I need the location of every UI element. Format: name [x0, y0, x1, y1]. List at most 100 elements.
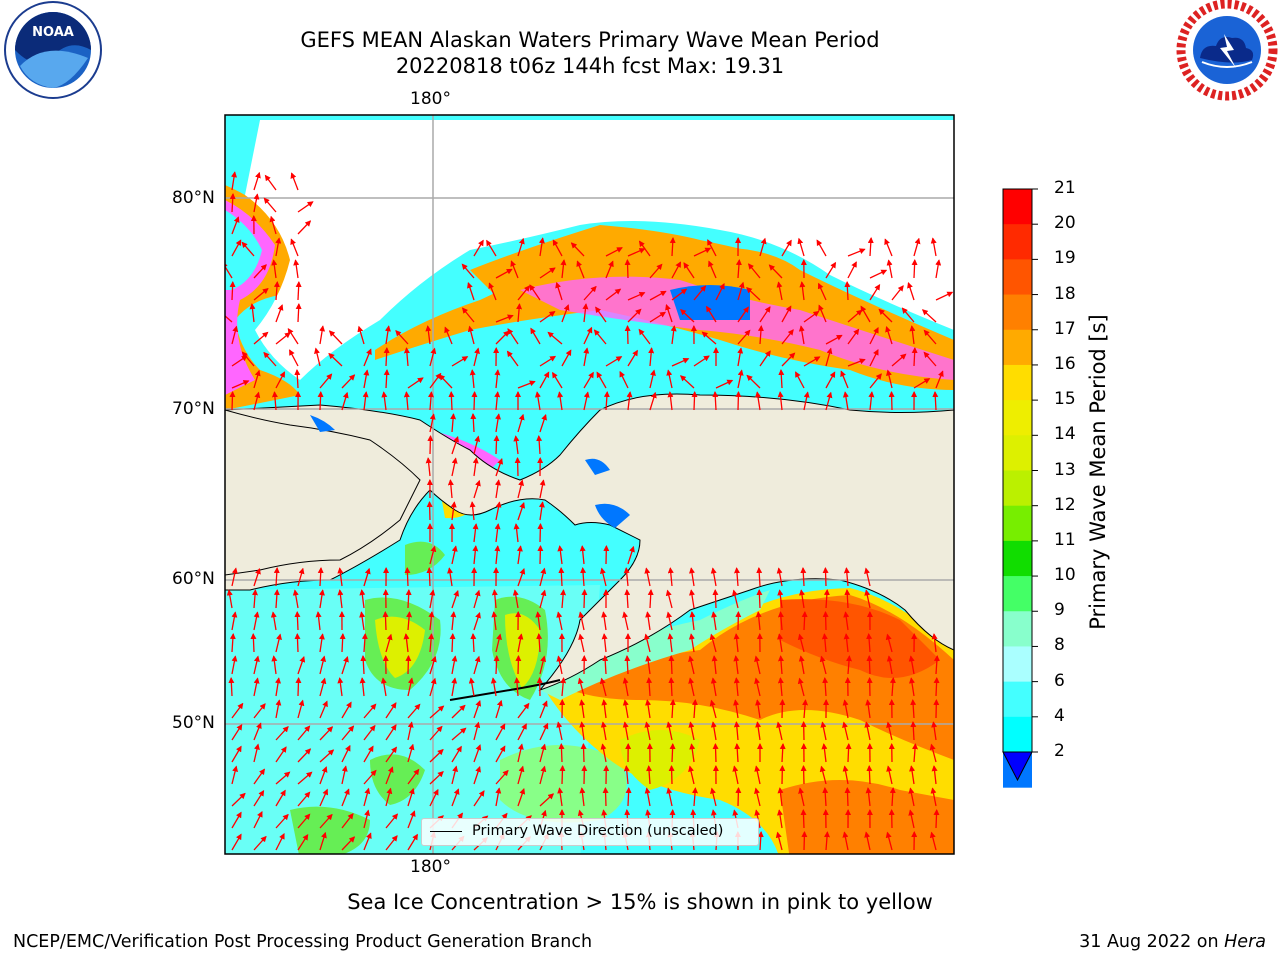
wave-direction-arrow	[825, 347, 833, 367]
wave-direction-arrow	[756, 589, 763, 609]
wave-direction-arrow	[712, 589, 719, 609]
wave-direction-arrow	[253, 193, 260, 213]
wave-direction-arrow	[451, 765, 459, 785]
wave-direction-arrow	[822, 787, 829, 807]
colorbar-tick-label: 16	[1054, 353, 1076, 374]
colorbar-tick-label: 11	[1054, 529, 1076, 550]
wave-direction-arrow	[517, 743, 524, 763]
wave-direction-arrow	[665, 303, 673, 323]
wave-direction-arrow	[843, 611, 850, 631]
wave-direction-arrow	[297, 656, 306, 675]
wave-direction-arrow	[799, 589, 805, 609]
wave-direction-arrow	[688, 655, 695, 675]
wave-direction-arrow	[472, 523, 479, 543]
wave-direction-arrow	[777, 611, 784, 631]
wave-direction-arrow	[623, 765, 630, 785]
wave-direction-arrow	[275, 699, 282, 719]
wave-direction-arrow	[406, 611, 413, 631]
wave-direction-arrow	[515, 655, 522, 675]
wave-direction-arrow	[231, 567, 238, 587]
wave-direction-arrow	[473, 589, 481, 609]
wave-direction-arrow	[935, 259, 942, 279]
wave-direction-arrow	[468, 677, 475, 697]
wave-direction-arrow	[231, 702, 244, 719]
wave-direction-arrow	[517, 702, 530, 719]
wave-direction-arrow	[666, 787, 673, 807]
wave-direction-arrow	[294, 633, 301, 653]
wave-direction-arrow	[911, 259, 918, 279]
wave-direction-arrow	[294, 611, 301, 631]
wave-direction-arrow	[803, 310, 820, 323]
wave-direction-arrow	[494, 479, 501, 499]
wave-direction-arrow	[800, 567, 807, 587]
wave-direction-arrow	[318, 633, 325, 653]
wave-direction-arrow	[582, 303, 589, 323]
wave-direction-arrow	[275, 371, 286, 389]
wave-direction-arrow	[263, 197, 277, 213]
wave-direction-arrow	[517, 633, 524, 653]
wave-direction-arrow	[847, 309, 863, 323]
colorbar-segment	[1003, 259, 1032, 296]
wave-direction-arrow	[842, 391, 849, 411]
wave-direction-arrow	[275, 771, 291, 785]
wave-direction-arrow	[253, 369, 261, 389]
wave-direction-arrow	[229, 193, 236, 213]
wave-direction-arrow	[842, 699, 849, 719]
wave-direction-arrow	[539, 765, 547, 785]
wave-direction-arrow	[556, 655, 563, 675]
wave-direction-arrow	[357, 325, 365, 345]
wave-direction-arrow	[923, 351, 937, 367]
wave-direction-arrow	[450, 611, 457, 631]
wave-direction-arrow	[319, 325, 326, 345]
wave-direction-arrow	[534, 391, 541, 411]
wave-direction-arrow	[539, 743, 547, 763]
wave-direction-arrow	[779, 699, 786, 719]
colorbar-tick-label: 13	[1054, 459, 1076, 480]
wave-direction-arrow	[822, 611, 829, 631]
wave-direction-arrow	[385, 787, 393, 807]
wave-direction-arrow	[451, 435, 459, 455]
wave-direction-arrow	[643, 633, 651, 653]
wave-direction-arrow	[253, 567, 261, 587]
wave-direction-arrow	[593, 329, 607, 345]
colorbar-segment	[1003, 294, 1032, 331]
wave-direction-arrow	[231, 239, 242, 257]
wave-direction-arrow	[797, 677, 805, 697]
wave-direction-arrow	[701, 331, 717, 345]
wave-direction-arrow	[600, 743, 607, 763]
wave-direction-arrow	[840, 370, 849, 389]
wave-direction-arrow	[732, 765, 739, 785]
wave-direction-arrow	[776, 567, 783, 587]
wave-direction-arrow	[601, 699, 608, 719]
wave-direction-arrow	[275, 677, 281, 697]
wave-direction-arrow	[363, 348, 372, 367]
wave-direction-arrow	[781, 329, 794, 345]
wave-direction-arrow	[869, 269, 888, 279]
wave-direction-arrow	[864, 721, 871, 741]
wave-direction-arrow	[513, 677, 520, 697]
wave-direction-arrow	[645, 655, 652, 675]
wave-direction-arrow	[275, 237, 282, 257]
colorbar-tick-label: 15	[1054, 389, 1076, 410]
wave-direction-arrow	[275, 813, 289, 829]
wave-direction-arrow	[539, 793, 555, 807]
wave-direction-arrow	[319, 831, 327, 851]
wave-direction-arrow	[395, 329, 409, 345]
colorbar-segment	[1003, 364, 1032, 401]
wave-direction-arrow	[886, 369, 893, 389]
wave-direction-arrow	[709, 699, 717, 719]
wave-direction-arrow	[328, 352, 343, 367]
wave-direction-arrow	[363, 745, 374, 763]
wave-direction-arrow	[363, 832, 372, 851]
wave-direction-arrow	[844, 281, 851, 301]
wave-direction-arrow	[622, 699, 629, 719]
wave-direction-arrow	[798, 655, 805, 675]
wave-direction-arrow	[472, 457, 479, 477]
wave-direction-arrow	[578, 633, 585, 653]
wave-direction-arrow	[241, 241, 255, 257]
wave-direction-arrow	[360, 655, 367, 675]
wave-direction-arrow	[516, 545, 523, 565]
colorbar-tick-label: 9	[1054, 600, 1065, 621]
wave-direction-arrow	[337, 677, 344, 697]
